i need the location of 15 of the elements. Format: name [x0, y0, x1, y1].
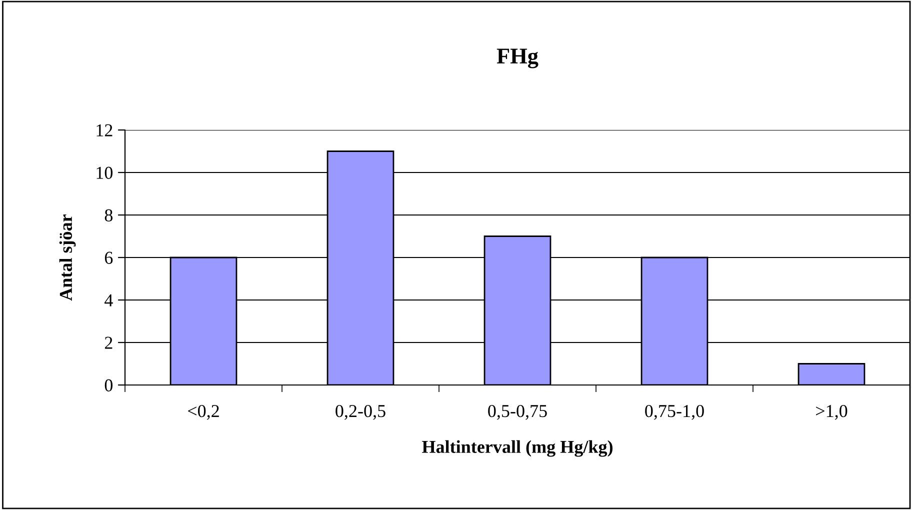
x-tick-label: 0,75-1,0 — [645, 404, 704, 420]
y-tick-label: 10 — [96, 166, 113, 179]
x-tick-label: 0,2-0,5 — [336, 404, 386, 420]
x-tick-label: <0,2 — [188, 404, 219, 420]
x-tick-label: >1,0 — [816, 404, 848, 420]
y-axis-title: Antal sjöar — [59, 214, 76, 301]
y-tick-label: 12 — [96, 124, 112, 136]
y-tick-label: 6 — [104, 252, 113, 264]
y-tick-label: 2 — [104, 336, 112, 349]
chart-title: FHg — [496, 48, 538, 68]
y-tick-label: 8 — [104, 209, 113, 222]
y-tick-label: 4 — [104, 294, 113, 306]
y-tick-label: 0 — [104, 379, 113, 392]
x-axis-title: Haltintervall (mg Hg/kg) — [422, 440, 612, 457]
x-tick-label: 0,5-0,75 — [488, 404, 547, 420]
